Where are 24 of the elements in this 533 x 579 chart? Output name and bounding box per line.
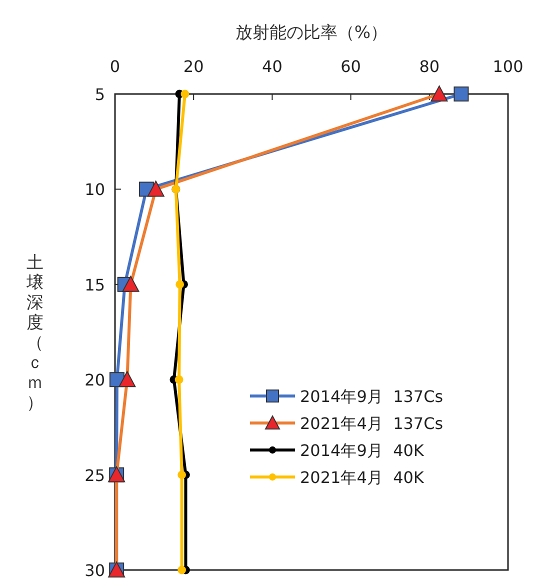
legend-label: 2021年4月 137Cs xyxy=(300,414,444,433)
y-tick-label: 10 xyxy=(84,180,105,200)
x-tick-label: 0 xyxy=(110,57,120,76)
legend-label: 2021年4月 40K xyxy=(300,468,424,487)
x-tick-label: 20 xyxy=(183,57,204,76)
y-tick-label: 15 xyxy=(84,275,105,294)
ylabel: 土壌深度（ｃｍ） xyxy=(26,253,44,413)
x-axis-title: 放射能の比率（%） xyxy=(235,23,388,43)
y-tick-label: 20 xyxy=(84,370,105,390)
point xyxy=(174,375,184,384)
legend-label: 2014年9月 137Cs xyxy=(300,387,444,406)
y-tick-label: 30 xyxy=(84,561,105,579)
point xyxy=(178,566,186,574)
point xyxy=(454,86,469,102)
point xyxy=(178,470,186,479)
x-tick-label: 40 xyxy=(262,57,282,76)
x-tick-label: 60 xyxy=(340,57,361,76)
legend-label: 2014年9月 40K xyxy=(300,441,424,460)
x-tick-label: 100 xyxy=(492,57,524,76)
x-tick-label: 80 xyxy=(419,57,440,76)
y-tick-label: 25 xyxy=(84,466,105,485)
y-tick-label: 5 xyxy=(94,85,105,104)
point xyxy=(176,280,184,289)
point xyxy=(180,90,190,98)
